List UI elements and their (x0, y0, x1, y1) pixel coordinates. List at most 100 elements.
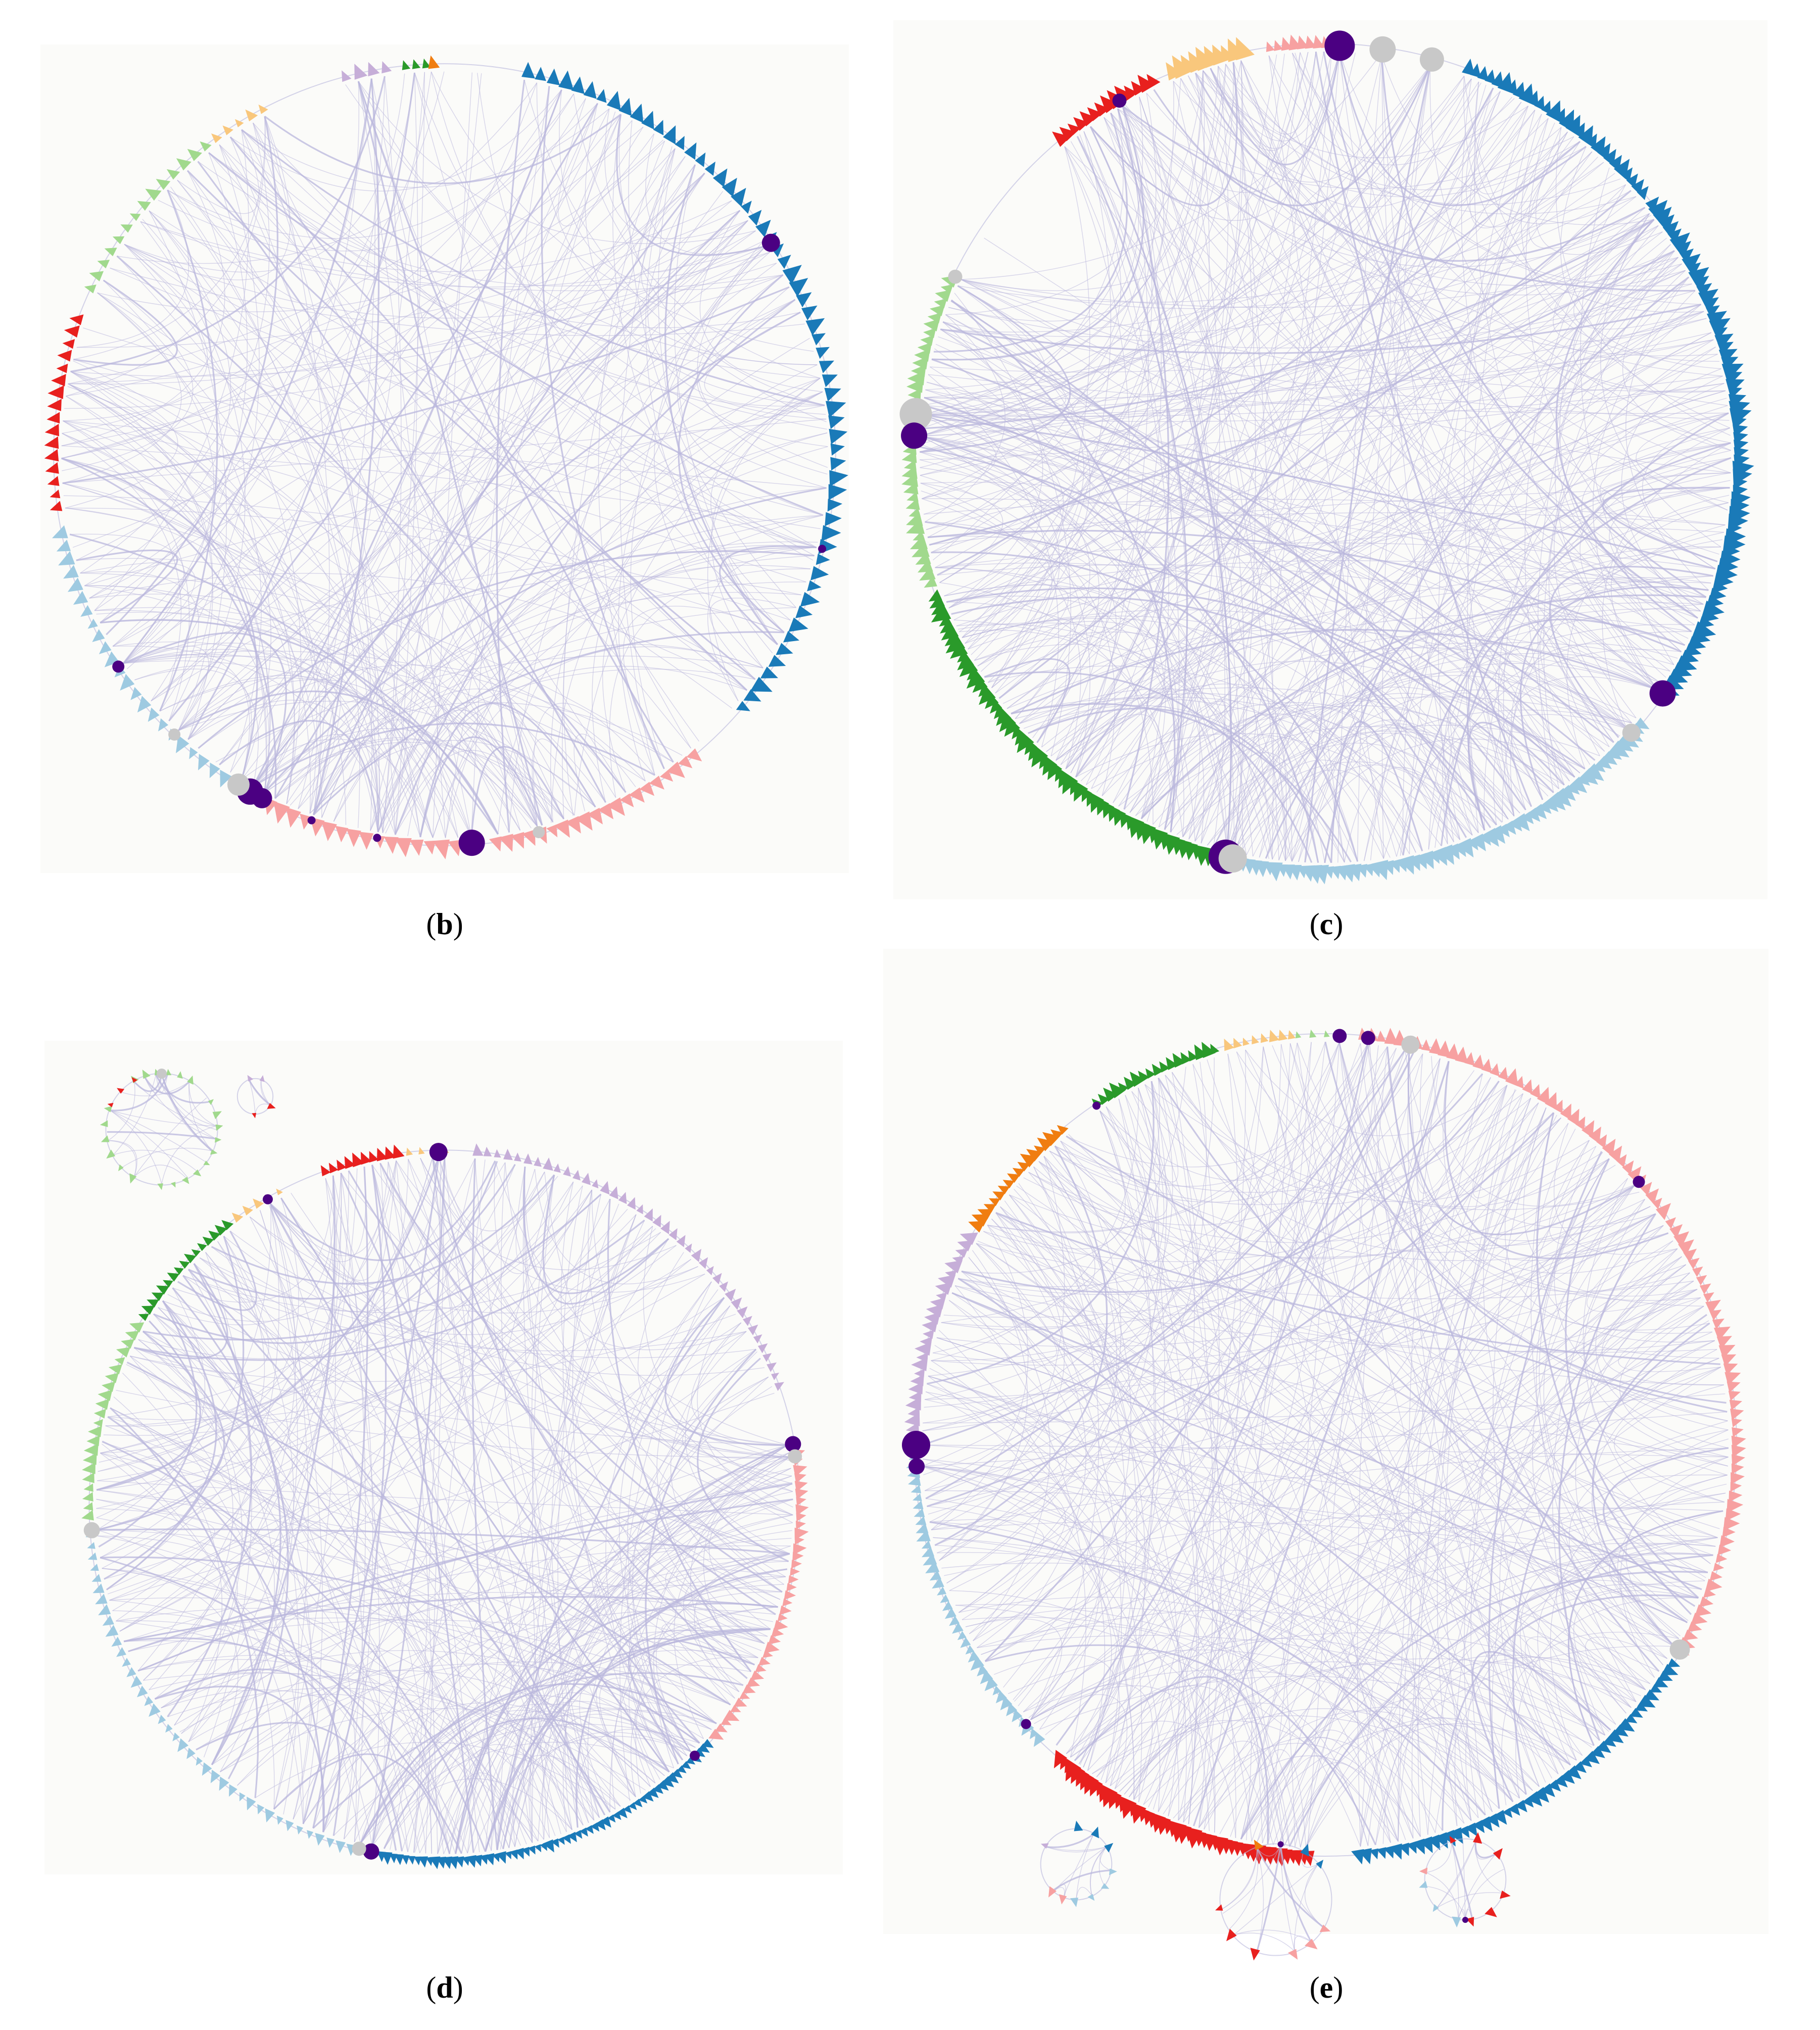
triangle-node (777, 1613, 788, 1622)
triangle-node (1073, 117, 1089, 131)
edge (1294, 1936, 1312, 1951)
edge (197, 161, 607, 803)
triangle-node (381, 61, 392, 74)
edge (931, 108, 1139, 360)
triangle-node (676, 1235, 686, 1247)
edge (968, 1256, 1142, 1803)
edge (1278, 733, 1515, 860)
triangle-node (1455, 1046, 1468, 1064)
triangle-node (1653, 1677, 1668, 1687)
triangle-node (242, 1205, 253, 1216)
triangle-node (1012, 1709, 1023, 1722)
triangle-node (805, 318, 825, 336)
edge (444, 1157, 584, 1825)
edge (140, 221, 767, 287)
purple-hub-node (1112, 93, 1127, 108)
edge (188, 1694, 504, 1849)
triangle-node (1658, 214, 1674, 233)
triangle-node (1146, 74, 1161, 88)
triangle-node (750, 676, 773, 692)
triangle-node (1560, 1103, 1571, 1120)
edge (515, 1166, 574, 1264)
triangle-node (1653, 207, 1672, 228)
edge (697, 1306, 793, 1516)
triangle-node (824, 388, 841, 402)
triangle-node (1109, 1868, 1117, 1875)
edge (253, 108, 610, 787)
edge (1114, 1085, 1508, 1789)
triangle-node (535, 67, 546, 81)
triangle-node (336, 1840, 346, 1853)
edge (270, 1159, 409, 1286)
triangle-node (50, 501, 63, 511)
triangle-node (107, 1102, 114, 1107)
edge (1187, 65, 1431, 183)
edge (143, 1171, 349, 1681)
triangle-node (686, 748, 702, 761)
edge (382, 72, 425, 833)
edge (1182, 712, 1287, 861)
edge (1280, 1044, 1493, 1812)
edge (167, 189, 379, 832)
edge (1144, 1084, 1728, 1467)
triangle-node (1687, 1621, 1702, 1632)
triangle-node (83, 1483, 93, 1492)
triangle-node (1313, 35, 1325, 49)
triangle-node (97, 260, 110, 269)
triangle-node (827, 499, 843, 512)
edge (922, 96, 1143, 415)
edge (1381, 55, 1461, 840)
edge (61, 140, 665, 447)
triangle-node (1673, 1231, 1689, 1248)
edge (274, 210, 741, 799)
edge (1367, 1044, 1711, 1564)
triangle-node (911, 1357, 928, 1371)
network-b (44, 55, 848, 859)
caption-e: (e) (1309, 1971, 1344, 2004)
triangle-node (245, 109, 258, 122)
edge (1028, 1146, 1597, 1243)
edge (1339, 1042, 1520, 1799)
edge (198, 550, 815, 749)
triangle-node (523, 1153, 533, 1165)
edge (62, 433, 271, 793)
triangle-node (104, 1106, 112, 1113)
triangle-node (1687, 262, 1701, 277)
edge (920, 459, 1228, 851)
grey-hub-node (1369, 36, 1396, 63)
edge (1056, 405, 1728, 761)
edge (1265, 442, 1731, 859)
edge (602, 545, 817, 793)
edge (929, 250, 1675, 546)
triangle-node (590, 1822, 600, 1832)
edge (219, 144, 692, 749)
edge (61, 89, 562, 459)
triangle-node (335, 826, 349, 843)
edge (926, 1498, 1540, 1787)
triangle-node (1118, 1082, 1129, 1093)
edge (1028, 1256, 1682, 1718)
triangle-node (1530, 804, 1547, 819)
edge (63, 495, 791, 621)
triangle-node (1640, 1182, 1652, 1196)
triangle-node (712, 1273, 722, 1285)
triangle-node (105, 1625, 119, 1637)
edge (401, 1576, 786, 1852)
edge (1199, 1710, 1526, 1828)
triangle-node (1731, 1463, 1744, 1475)
triangle-node (1295, 1031, 1302, 1039)
edge (161, 1322, 742, 1709)
triangle-node (1421, 1039, 1431, 1051)
edge (70, 371, 213, 731)
edge (491, 1755, 621, 1851)
edge (935, 542, 1715, 569)
edge (1210, 52, 1340, 141)
edge (249, 1216, 788, 1445)
grey-hub-node (533, 826, 545, 839)
edge (128, 1499, 793, 1653)
edge (211, 1164, 516, 1312)
edge (931, 1088, 1139, 1361)
triangle-node (534, 1844, 542, 1853)
triangle-node (944, 1607, 956, 1619)
triangle-node (800, 592, 820, 607)
